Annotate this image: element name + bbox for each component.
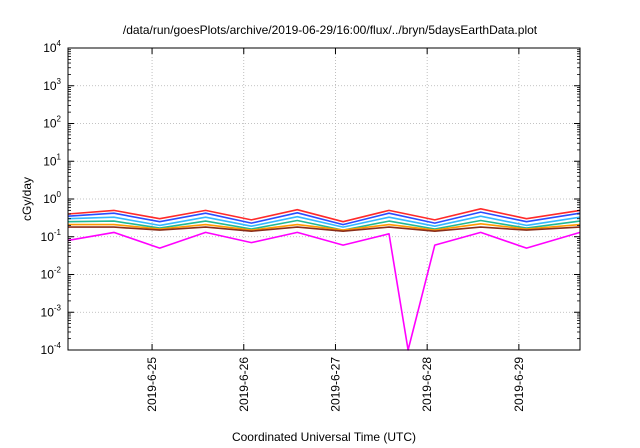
y-tick-label: 102 [43, 115, 61, 131]
series-line [67, 208, 581, 223]
y-tick-label: 104 [43, 39, 61, 55]
x-tick-label: 2019-6-27 [328, 357, 342, 412]
x-axis-label: Coordinated Universal Time (UTC) [232, 430, 416, 444]
y-tick-label: 103 [43, 77, 61, 93]
x-axis: 2019-6-25 2019-6-26 2019-6-27 2019-6-28 2019… [145, 48, 526, 412]
series-line [67, 219, 581, 231]
x-tick-label: 2019-6-26 [237, 357, 251, 412]
x-tick-label: 2019-6-25 [145, 357, 159, 412]
x-tick-label: 2019-6-29 [512, 357, 526, 412]
series-line [68, 223, 581, 231]
series-group [67, 208, 581, 351]
x-tick-label: 2019-6-28 [420, 357, 434, 412]
y-tick-label: 10-4 [41, 341, 62, 357]
series-line [68, 226, 581, 232]
y-tick-label: 101 [43, 152, 61, 168]
series-line [67, 211, 581, 226]
y-tick-label: 10-2 [41, 266, 62, 282]
y-tick-label: 10-1 [41, 228, 62, 244]
y-axis-label: cGy/day [20, 177, 34, 221]
chart-title: /data/run/goesPlots/archive/2019-06-29/1… [123, 23, 538, 37]
grid-lines [68, 48, 580, 350]
y-tick-label: 100 [43, 190, 61, 206]
y-tick-label: 10-3 [41, 303, 62, 319]
series-line [67, 215, 581, 228]
series-line [67, 231, 581, 351]
y-axis: 10-4 10-3 10-2 10-1 100 101 102 103 104 [41, 39, 580, 357]
